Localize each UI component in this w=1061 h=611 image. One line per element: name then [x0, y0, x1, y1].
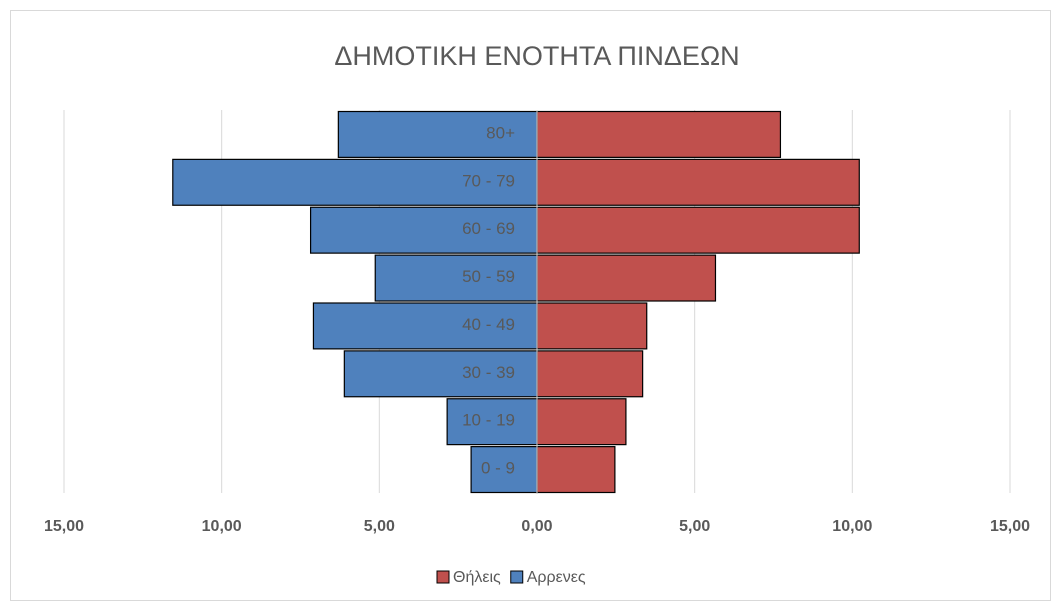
x-tick-label: 0,00 [521, 518, 552, 535]
bar [536, 206, 860, 254]
x-tick-label: 15,00 [990, 518, 1030, 535]
legend-label: Θήλεις [453, 569, 501, 586]
category-label: 60 - 69 [462, 219, 515, 238]
category-label: 50 - 59 [462, 267, 515, 286]
x-tick-label: 5,00 [364, 518, 395, 535]
bar [312, 302, 538, 350]
category-label: 10 - 19 [462, 411, 515, 430]
chart-title: ΔΗΜΟΤΙΚΗ ΕΝΟΤΗΤΑ ΠΙΝΔΕΩΝ [334, 41, 739, 71]
bar [536, 254, 717, 302]
bar [172, 158, 538, 206]
bar [309, 206, 538, 254]
bar [536, 350, 644, 398]
bar [374, 254, 538, 302]
legend-swatch [436, 570, 450, 584]
bar [337, 110, 538, 158]
x-tick-label: 10,00 [202, 518, 242, 535]
bar [536, 110, 782, 158]
bar [536, 158, 860, 206]
x-tick-label: 15,00 [44, 518, 84, 535]
x-tick-label: 5,00 [679, 518, 710, 535]
category-label: 40 - 49 [462, 315, 515, 334]
category-label: 0 - 9 [481, 459, 515, 478]
bar [536, 446, 616, 494]
bar [536, 302, 648, 350]
category-label: 70 - 79 [462, 171, 515, 190]
x-tick-label: 10,00 [832, 518, 872, 535]
legend-swatch [510, 570, 524, 584]
category-label: 30 - 39 [462, 363, 515, 382]
bar [470, 446, 538, 494]
legend-label: Αρρενες [527, 569, 586, 586]
bar [536, 398, 627, 446]
category-label: 80+ [486, 123, 515, 142]
